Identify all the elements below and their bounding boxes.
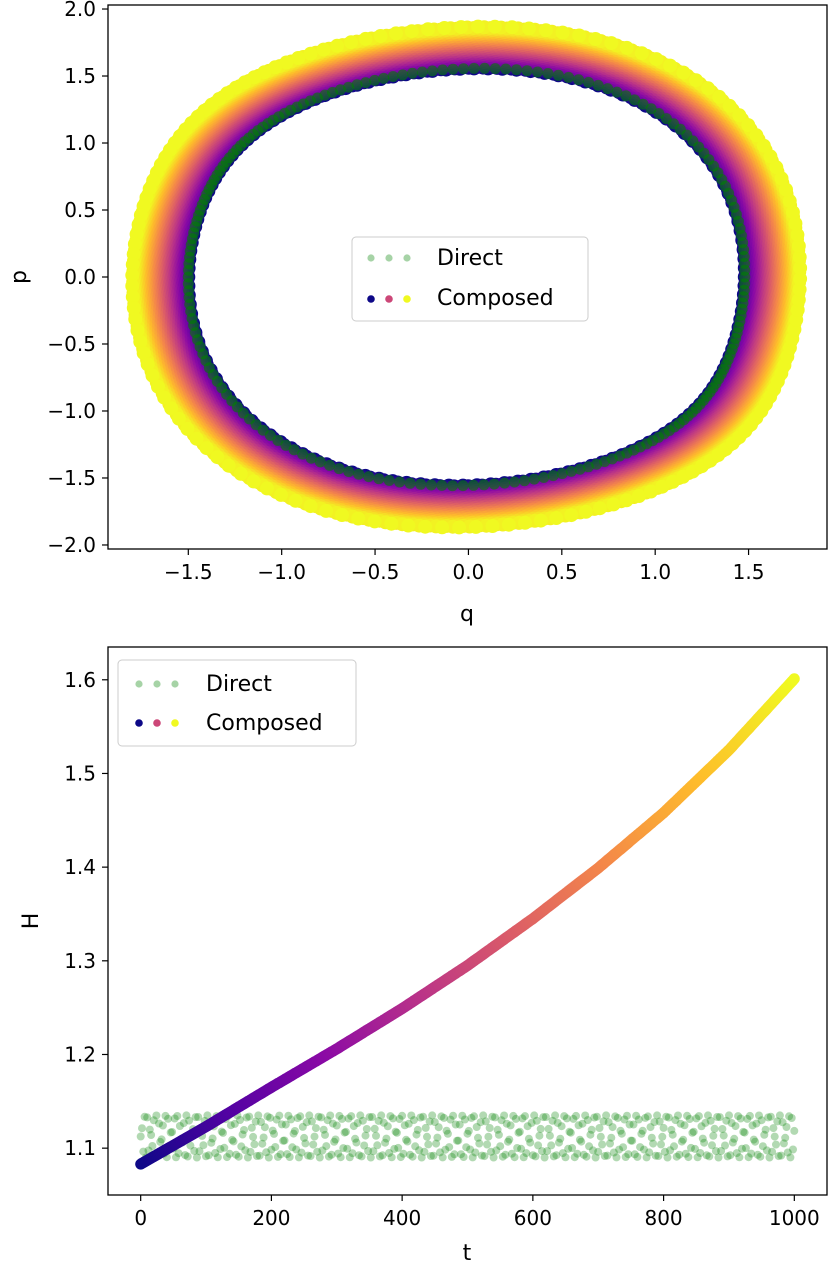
phase-space-plot: −1.5 −1.0 −0.5 0.0 0.5 1.0 1.5 −2.0−1.5−1.0−0.… — [7, 0, 828, 627]
phase-space-data-layer — [125, 19, 808, 535]
